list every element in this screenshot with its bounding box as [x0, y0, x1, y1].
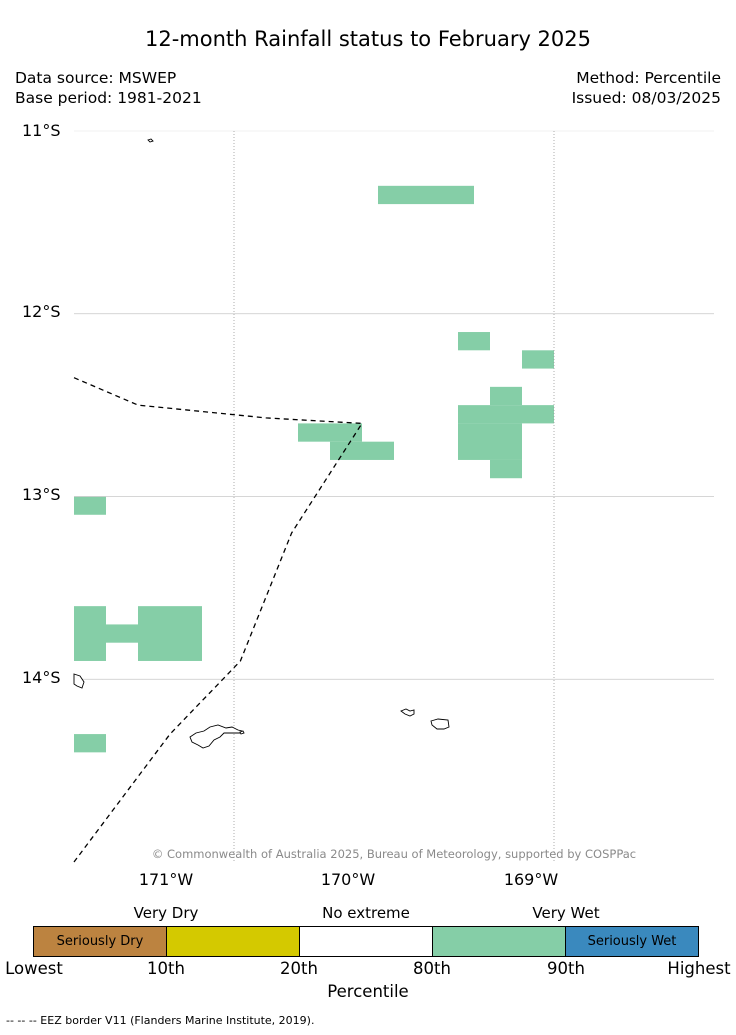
lon-label-170w: 170°W	[320, 870, 376, 889]
lon-label-169w: 169°W	[503, 870, 559, 889]
eez-border-line	[73, 377, 364, 863]
colorbar-tick-20th: 20th	[280, 959, 318, 978]
legend-category-very-dry: Very Dry	[133, 904, 199, 922]
colorbar-tick-10th: 10th	[147, 959, 185, 978]
lat-label-14s: 14°S	[22, 668, 61, 687]
eez-border-lines	[73, 377, 364, 863]
colorbar-tick-lowest: Lowest	[5, 959, 63, 978]
graticule	[74, 130, 714, 862]
ofu-olosega-island	[400, 708, 415, 717]
colorbar-title: Percentile	[327, 982, 409, 1001]
lon-label-171w: 171°W	[138, 870, 194, 889]
rainfall-cell-very-wet	[522, 350, 554, 369]
rainfall-cell-very-wet	[74, 734, 106, 753]
map-title: 12-month Rainfall status to February 202…	[144, 27, 591, 51]
colorbar-tick-highest: Highest	[667, 959, 731, 978]
data-source-text: Data source: MSWEP	[15, 69, 177, 87]
islands	[73, 138, 450, 749]
rainfall-map	[73, 130, 714, 863]
colorbar-seriously-dry: Seriously Dry	[33, 926, 167, 957]
rainfall-cell-very-wet	[138, 606, 202, 661]
base-period-text: Base period: 1981-2021	[15, 89, 202, 107]
colorbar-very-wet	[432, 926, 566, 957]
lat-label-13s: 13°S	[22, 485, 61, 504]
rainfall-cell-very-wet	[74, 496, 106, 515]
meta-right: Method: Percentile Issued: 08/03/2025	[572, 68, 721, 108]
legend-category-no-extreme: No extreme	[322, 904, 410, 922]
rainfall-cell-very-wet	[74, 606, 106, 661]
legend-category-very-wet: Very Wet	[532, 904, 600, 922]
meta-left: Data source: MSWEP Base period: 1981-202…	[15, 68, 202, 108]
tau-island	[430, 718, 450, 730]
colorbar-very-dry	[166, 926, 300, 957]
eez-footnote: -- -- -- EEZ border V11 (Flanders Marine…	[6, 1014, 315, 1027]
rainfall-cell-very-wet	[458, 332, 490, 351]
lat-label-11s: 11°S	[22, 121, 61, 140]
issued-text: Issued: 08/03/2025	[571, 89, 721, 107]
west-edge-island	[73, 673, 85, 689]
tutuila-island	[189, 724, 243, 749]
rainfall-cell-very-wet	[298, 423, 362, 442]
lat-label-12s: 12°S	[22, 302, 61, 321]
rainfall-cell-very-wet	[490, 386, 522, 406]
colorbar-seriously-wet: Seriously Wet	[565, 926, 699, 957]
swains-island	[147, 138, 154, 143]
rainfall-cell-very-wet	[106, 624, 138, 643]
colorbar-tick-90th: 90th	[547, 959, 585, 978]
rainfall-cell-very-wet	[378, 185, 474, 205]
colorbar-tick-80th: 80th	[413, 959, 451, 978]
rainfall-cell-very-wet	[330, 441, 394, 460]
rainfall-cell-very-wet	[458, 423, 522, 460]
rainfall-cell-very-wet	[490, 459, 522, 479]
method-text: Method: Percentile	[576, 69, 721, 87]
rainfall-cell-very-wet	[458, 405, 554, 424]
copyright-text: © Commonwealth of Australia 2025, Bureau…	[151, 847, 637, 861]
aunuu-island	[239, 730, 245, 735]
cells-layer	[74, 185, 554, 753]
colorbar-no-extreme	[299, 926, 433, 957]
